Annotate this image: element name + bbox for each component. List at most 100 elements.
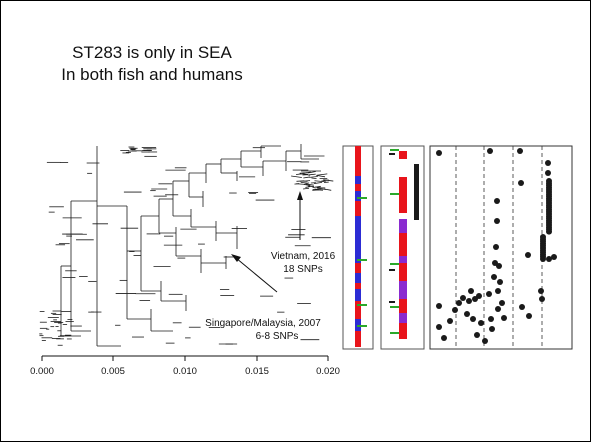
data-dot bbox=[452, 307, 458, 313]
data-dot bbox=[474, 332, 480, 338]
tree-leaf bbox=[295, 173, 302, 175]
data-dot bbox=[495, 288, 501, 294]
panel2-mark bbox=[389, 153, 395, 155]
data-dot bbox=[470, 316, 476, 322]
tree-leaf bbox=[304, 182, 310, 185]
data-dot bbox=[476, 293, 482, 299]
data-dot bbox=[525, 252, 531, 258]
panel2-strip bbox=[399, 313, 407, 323]
tree-leaf bbox=[311, 177, 317, 179]
vietnam-arrowhead bbox=[297, 191, 303, 200]
data-dot bbox=[491, 274, 497, 280]
panel1-strip bbox=[355, 263, 361, 273]
panel2-strip bbox=[399, 323, 407, 339]
panel1-strip bbox=[355, 301, 361, 319]
tree-leaf bbox=[321, 179, 329, 182]
tree-leaf bbox=[307, 171, 316, 174]
tree-leaf bbox=[309, 176, 318, 178]
data-dot bbox=[546, 256, 552, 262]
panel1-mark bbox=[357, 304, 367, 306]
metadata-panel-1 bbox=[342, 145, 374, 350]
panel-frame bbox=[429, 145, 573, 350]
panel2-mark bbox=[389, 301, 395, 303]
data-dot bbox=[501, 315, 507, 321]
tree-leaf bbox=[306, 183, 314, 186]
tree-leaf bbox=[291, 175, 302, 178]
panel2-mark bbox=[390, 263, 399, 265]
tree-leaf bbox=[299, 180, 311, 182]
dot-matrix-panel bbox=[429, 145, 573, 350]
data-dot bbox=[551, 254, 557, 260]
tree-leaf bbox=[314, 181, 323, 184]
panel1-strip bbox=[355, 283, 361, 289]
data-dot bbox=[436, 324, 442, 330]
data-dot bbox=[488, 316, 494, 322]
data-dot bbox=[489, 326, 495, 332]
scale-tick-label: 0.020 bbox=[316, 366, 340, 377]
panel2-mark bbox=[390, 332, 399, 334]
data-dot bbox=[496, 263, 502, 269]
data-dot bbox=[494, 218, 500, 224]
panel1-strip bbox=[355, 331, 361, 347]
singapore-snps: 6-8 SNPs bbox=[256, 331, 299, 342]
singapore-arrow bbox=[235, 257, 278, 293]
data-dot bbox=[466, 298, 472, 304]
panel1-strip bbox=[355, 216, 361, 263]
scale-tick-label: 0.000 bbox=[30, 366, 54, 377]
panel-frame bbox=[380, 145, 425, 350]
metadata-panel-2 bbox=[380, 145, 425, 350]
panel2-strip bbox=[399, 201, 407, 213]
data-dot bbox=[456, 300, 462, 306]
panel2-strip bbox=[399, 263, 407, 281]
scale-tick-label: 0.015 bbox=[245, 366, 269, 377]
panel1-strip bbox=[355, 289, 361, 301]
data-dot bbox=[518, 180, 524, 186]
data-dot bbox=[526, 313, 532, 319]
scale-tick-label: 0.005 bbox=[101, 366, 125, 377]
data-dot bbox=[497, 279, 503, 285]
data-dot bbox=[545, 170, 551, 176]
panel2-strip bbox=[399, 219, 407, 233]
panel1-strip bbox=[355, 273, 361, 283]
data-dot bbox=[519, 304, 525, 310]
tree-leaf bbox=[316, 175, 326, 178]
tree-leaf bbox=[299, 172, 305, 174]
tree-leaf bbox=[317, 187, 326, 190]
slide-title-line-2: In both fish and humans bbox=[61, 65, 243, 84]
panel2-mark bbox=[390, 149, 399, 151]
data-dot bbox=[545, 160, 551, 166]
tree-leaf bbox=[314, 180, 327, 183]
tree-leaf bbox=[295, 183, 306, 185]
data-dot bbox=[468, 288, 474, 294]
data-dot bbox=[539, 296, 545, 302]
vietnam-snps: 18 SNPs bbox=[283, 264, 322, 275]
data-dot bbox=[494, 198, 500, 204]
data-dot bbox=[495, 306, 501, 312]
data-dot bbox=[460, 295, 466, 301]
data-dot bbox=[436, 303, 442, 309]
vietnam-annotation: Vietnam, 2016 18 SNPs bbox=[271, 191, 336, 275]
panel2-strip bbox=[399, 281, 407, 299]
data-dot bbox=[486, 291, 492, 297]
data-dot bbox=[538, 288, 544, 294]
panel1-strip bbox=[355, 191, 361, 201]
singapore-annotation: Singapore/Malaysia, 2007 6-8 SNPs bbox=[205, 254, 321, 342]
panel1-strip bbox=[355, 184, 361, 191]
tree-leaf bbox=[323, 179, 334, 182]
data-dot bbox=[493, 244, 499, 250]
tree-leaf bbox=[314, 188, 322, 191]
tree-leaf bbox=[303, 176, 310, 179]
data-dot bbox=[499, 300, 505, 306]
panel2-mark bbox=[390, 193, 399, 195]
phylogenetic-tree bbox=[39, 144, 334, 347]
tree-leaf bbox=[300, 181, 308, 184]
tree-leaf bbox=[305, 186, 311, 188]
panel2-strip bbox=[399, 233, 407, 256]
tree-leaf bbox=[308, 173, 316, 176]
data-dot bbox=[540, 256, 546, 262]
vietnam-label: Vietnam, 2016 bbox=[271, 251, 336, 262]
panel1-strip bbox=[355, 146, 361, 176]
panel2-strip bbox=[399, 177, 407, 201]
